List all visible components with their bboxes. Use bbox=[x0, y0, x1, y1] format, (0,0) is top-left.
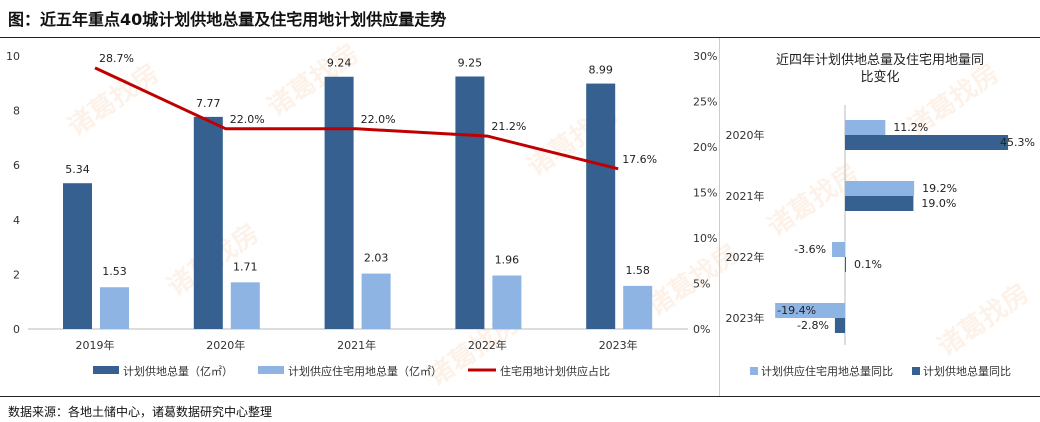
bar-residential-supply bbox=[492, 275, 522, 329]
y-tick-label: 4 bbox=[13, 214, 20, 227]
y2-tick-label: 5% bbox=[693, 278, 710, 291]
line-residential-share bbox=[94, 66, 619, 171]
bar-total-yoy bbox=[845, 135, 1009, 150]
bar-total-yoy bbox=[845, 257, 846, 272]
data-label: 1.96 bbox=[495, 253, 520, 266]
y2-tick-label: 25% bbox=[693, 96, 717, 109]
data-label: -3.6% bbox=[794, 243, 826, 256]
legend-label: 计划供应住宅用地总量同比 bbox=[761, 364, 893, 378]
data-label: -2.8% bbox=[797, 319, 829, 332]
data-label: 1.71 bbox=[233, 260, 258, 273]
bar-total-supply bbox=[586, 83, 616, 329]
bar-residential-yoy bbox=[845, 181, 915, 196]
data-label: 1.58 bbox=[625, 264, 650, 277]
bar-residential-supply bbox=[230, 282, 260, 329]
data-label: 8.99 bbox=[588, 64, 613, 77]
x-tick-label: 2021年 bbox=[337, 338, 376, 352]
x-tick-label: 2019年 bbox=[76, 338, 115, 352]
bar-total-supply bbox=[455, 76, 485, 329]
legend-label: 计划供地总量同比 bbox=[923, 364, 1011, 378]
data-label: 9.25 bbox=[458, 56, 483, 69]
data-label: 1.53 bbox=[102, 265, 127, 278]
data-label: -19.4% bbox=[777, 304, 816, 317]
line-data-label: 28.7% bbox=[99, 52, 134, 65]
data-label: 19.0% bbox=[921, 197, 956, 210]
y-tick-label: 6 bbox=[13, 159, 20, 172]
right-chart-title: 近四年计划供地总量及住宅用地量同 bbox=[776, 53, 984, 68]
data-label: 19.2% bbox=[922, 182, 957, 195]
bar-residential-yoy bbox=[832, 242, 845, 257]
bar-residential-yoy bbox=[775, 303, 845, 318]
y2-tick-label: 15% bbox=[693, 187, 717, 200]
bar-residential-supply bbox=[100, 287, 129, 329]
bar-total-supply bbox=[193, 116, 223, 329]
category-label: 2023年 bbox=[726, 311, 765, 325]
bar-total-yoy bbox=[845, 196, 914, 211]
y-tick-label: 0 bbox=[13, 323, 20, 336]
legend-label: 计划供应住宅用地总量（亿㎡） bbox=[288, 364, 442, 378]
bar-total-yoy bbox=[834, 318, 845, 333]
x-tick-label: 2023年 bbox=[599, 338, 638, 352]
right-chart-title: 比变化 bbox=[860, 69, 899, 85]
line-data-label: 22.0% bbox=[361, 113, 396, 126]
bar-residential-supply bbox=[361, 273, 391, 329]
legend-swatch-total-yoy bbox=[912, 367, 920, 375]
legend-swatch-residential bbox=[258, 366, 284, 374]
divider-vertical bbox=[719, 38, 720, 396]
bar-total-supply bbox=[324, 76, 354, 329]
x-tick-label: 2022年 bbox=[468, 338, 507, 352]
data-label: 7.77 bbox=[196, 97, 221, 110]
legend-label: 计划供地总量（亿㎡） bbox=[123, 364, 233, 378]
data-label: 2.03 bbox=[364, 252, 389, 265]
bar-residential-supply bbox=[623, 285, 653, 329]
bar-residential-yoy bbox=[845, 120, 886, 135]
y2-tick-label: 10% bbox=[693, 232, 717, 245]
figure-title: 图：近五年重点40城计划供地总量及住宅用地计划供应量走势 bbox=[8, 10, 447, 29]
data-label: 45.3% bbox=[1000, 136, 1035, 149]
data-label: 0.1% bbox=[854, 258, 882, 271]
divider-bottom bbox=[0, 396, 1040, 397]
bar-total-supply bbox=[63, 183, 92, 329]
data-label: 9.24 bbox=[327, 57, 352, 70]
data-label: 5.34 bbox=[65, 163, 90, 176]
category-label: 2020年 bbox=[726, 128, 765, 142]
x-tick-label: 2020年 bbox=[206, 338, 245, 352]
line-data-label: 21.2% bbox=[491, 120, 526, 133]
legend-swatch-total bbox=[93, 366, 119, 374]
line-data-label: 22.0% bbox=[230, 113, 265, 126]
category-label: 2021年 bbox=[726, 189, 765, 203]
y-tick-label: 2 bbox=[13, 268, 20, 281]
legend-swatch-residential-yoy bbox=[750, 367, 758, 375]
legend-label: 住宅用地计划供应占比 bbox=[500, 364, 610, 378]
divider-top bbox=[0, 37, 1040, 38]
line-data-label: 17.6% bbox=[622, 153, 657, 166]
data-label: 11.2% bbox=[893, 121, 928, 134]
category-label: 2022年 bbox=[726, 250, 765, 264]
y-tick-label: 10 bbox=[6, 50, 20, 63]
y2-tick-label: 20% bbox=[693, 141, 717, 154]
source-note: 数据来源：各地土储中心，诸葛数据研究中心整理 bbox=[8, 405, 273, 419]
y-tick-label: 8 bbox=[13, 105, 20, 118]
y2-tick-label: 0% bbox=[693, 323, 710, 336]
y2-tick-label: 30% bbox=[693, 50, 717, 63]
